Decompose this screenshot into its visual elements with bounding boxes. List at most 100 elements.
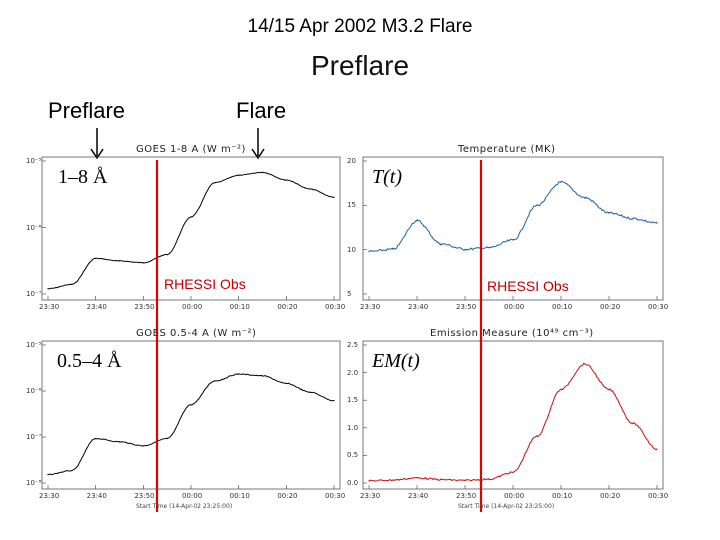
x-tick-label: 00:30 [648, 303, 669, 311]
x-tick-label: 23:40 [408, 303, 429, 311]
rhessi-obs-right: RHESSI Obs [487, 278, 569, 294]
goes-0.5-4-curve-point [190, 404, 192, 406]
emission-measure-curve-point [560, 388, 562, 391]
x-tick-label: 23:30 [39, 303, 60, 311]
x-tick-label: 23:40 [86, 303, 107, 311]
goes-0.5-4-curve-point [118, 441, 121, 443]
goes-1-8-curve-point [309, 188, 311, 190]
panel-title-goes-1-8: GOES 1-8 A (W m⁻²) [136, 144, 246, 155]
panel-title-goes-0.5-4: GOES 0.5-4 A (W m⁻²) [136, 328, 257, 339]
preflare-arrowhead [90, 148, 104, 160]
goes-1-8-curve-point [238, 174, 240, 176]
y-tick-label: 10⁻⁵ [26, 157, 42, 165]
goes-0.5-4-curve-point [238, 373, 240, 375]
goes-1-8-curve-point [118, 260, 121, 262]
y-tick-label: 5 [347, 290, 352, 298]
x-tick-label: 23:40 [408, 492, 429, 500]
x-tick-label: 00:30 [648, 492, 669, 500]
emission-measure-curve-point [392, 479, 394, 481]
goes-1-8-curve-point [261, 171, 264, 173]
y-tick-label: 10⁻⁶ [26, 223, 42, 232]
goes-1-8-curve-point [214, 182, 216, 184]
x-tick-label: 00:20 [600, 492, 621, 500]
goes-0.5-4-curve-point [71, 470, 73, 472]
goes-1-8-curve-point [285, 179, 287, 181]
emission-measure-curve-point [368, 480, 370, 482]
temperature-curve-point [512, 239, 514, 241]
x-axis-title-left: Start Time (14-Apr-02 23:25:00) [136, 503, 233, 510]
goes-0.5-4-curve-point [309, 391, 311, 393]
temperature-curve-point [584, 197, 586, 199]
goes-0.5-4-curve-point [214, 380, 216, 382]
emission-measure-curve-point [464, 479, 466, 481]
preflare-header: Preflare [48, 98, 126, 123]
y-tick-label: 1.5 [347, 396, 359, 405]
emission-measure-curve-point [512, 471, 514, 473]
x-tick-label: 00:10 [229, 303, 250, 311]
x-tick-label: 00:10 [552, 492, 573, 500]
x-tick-label: 23:30 [360, 492, 381, 500]
y-tick-label: 10⁻⁶ [26, 387, 42, 395]
temperature-curve-point [416, 220, 418, 222]
y-tick-label: 10⁻⁷ [26, 433, 42, 441]
flare-arrowhead [251, 148, 265, 160]
x-tick-label: 00:00 [182, 492, 203, 500]
x-tick-label: 00:20 [600, 303, 621, 311]
x-tick-label: 00:30 [325, 492, 346, 500]
x-tick-label: 23:50 [134, 492, 155, 500]
x-tick-label: 00:30 [325, 303, 346, 311]
x-tick-label: 00:20 [277, 492, 298, 500]
emission-measure-curve-point [584, 363, 586, 365]
label-temperature: T(t) [372, 166, 402, 189]
goes-0.5-4-curve-point [166, 437, 168, 440]
y-tick-label: 10⁻⁵ [26, 341, 42, 349]
emission-measure-curve-point [536, 435, 538, 437]
x-tick-label: 23:30 [39, 492, 60, 500]
goes-0.5-4-curve-point [95, 437, 97, 440]
x-tick-label: 00:00 [504, 303, 525, 311]
temperature-curve-point [368, 251, 370, 253]
goes-0.5-4-curve-point [261, 375, 264, 377]
label-1-8-angstrom: 1–8 Å [58, 166, 108, 189]
y-tick-label: 1.0 [347, 423, 359, 432]
temperature-curve-point [488, 247, 490, 249]
y-tick-label: 20 [347, 157, 356, 165]
goes-0.5-4-curve-point [47, 474, 49, 476]
goes-1-8-curve-point [333, 196, 335, 198]
y-tick-label: 0.5 [347, 451, 359, 460]
slide-subtitle: Preflare [310, 50, 410, 81]
goes-1-8-curve-point [166, 254, 168, 256]
x-tick-label: 23:30 [360, 303, 381, 311]
temperature-curve [368, 180, 658, 253]
goes-1-8-curve-point [71, 283, 73, 285]
slide-title: 14/15 Apr 2002 M3.2 Flare [247, 16, 473, 37]
emission-measure-curve-point [440, 479, 442, 481]
goes-1-8-curve-point [95, 257, 97, 259]
panel-title-emission-measure: Emission Measure (10⁴⁹ cm⁻³) [430, 328, 594, 339]
x-axis-title-right: Start Time (14-Apr-02 23:25:00) [458, 503, 555, 510]
x-tick-label: 00:10 [552, 303, 573, 311]
goes-1-8-curve-point [142, 262, 144, 264]
x-tick-label: 23:50 [134, 303, 155, 311]
goes-0.5-4-curve-point [142, 445, 144, 447]
temperature-curve-point [440, 243, 442, 245]
x-tick-label: 00:20 [277, 303, 298, 311]
emission-measure-curve-point [608, 388, 610, 391]
emission-measure-curve-point [632, 422, 634, 425]
panel-title-temperature: Temperature (MK) [458, 144, 556, 155]
goes-0.5-4-curve [47, 373, 335, 476]
y-tick-label: 10⁻⁸ [26, 479, 42, 487]
goes-0.5-4-curve-point [285, 382, 287, 385]
x-tick-label: 00:00 [182, 303, 203, 311]
temperature-curve-point [608, 212, 610, 214]
temperature-curve-point [560, 181, 562, 183]
flare-header: Flare [236, 98, 287, 123]
temperature-curve-point [392, 248, 394, 250]
emission-measure-curve-point [656, 448, 658, 450]
temperature-curve-point [656, 222, 658, 224]
x-tick-label: 23:40 [86, 492, 107, 500]
goes-0.5-4-curve-point [333, 400, 335, 402]
y-tick-label: 10⁻⁷ [26, 290, 42, 298]
y-tick-label: 15 [347, 201, 356, 210]
